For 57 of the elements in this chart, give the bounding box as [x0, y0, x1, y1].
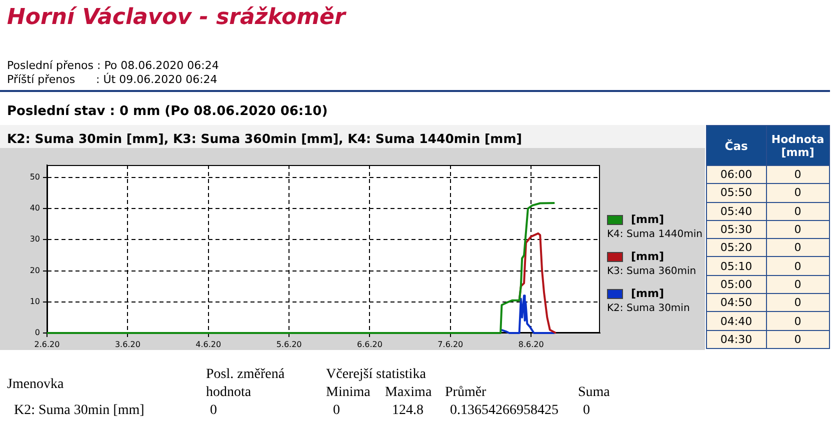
- text: 0: [766, 202, 830, 220]
- text: 0: [333, 403, 340, 419]
- text: 04:40: [706, 312, 766, 330]
- text: Suma: [578, 385, 610, 401]
- text: 0: [583, 403, 590, 419]
- text: K2: Suma 30min [mm]: [14, 403, 144, 419]
- text: Poslední stav : 0 mm (Po 08.06.2020 06:10): [7, 104, 328, 119]
- text: 0: [766, 184, 830, 202]
- x-tick-label: 7.6.20: [438, 340, 464, 349]
- x-tick-label: 5.6.20: [276, 340, 302, 349]
- chart-subtitle: K2: Suma 30min [mm], K3: Suma 360min [mm], K4: Suma 1440min [mm]: [7, 131, 522, 146]
- x-tick-label: 8.6.20: [518, 340, 544, 349]
- text: 0: [766, 238, 830, 257]
- y-tick-label: 30: [30, 234, 40, 244]
- x-tick-label: 6.6.20: [356, 340, 382, 349]
- text: 05:30: [706, 220, 766, 239]
- text: 0: [766, 166, 830, 184]
- text: Čas: [706, 126, 766, 166]
- text: 0: [210, 403, 217, 419]
- text: 05:20: [706, 238, 766, 257]
- text: Maxima: [385, 385, 432, 401]
- text: hodnota: [206, 385, 252, 401]
- text: Průměr: [445, 385, 486, 401]
- text: 0: [766, 220, 830, 239]
- text: 04:50: [706, 294, 766, 312]
- text: 0: [766, 294, 830, 312]
- text: 0: [766, 275, 830, 294]
- text: 124.8: [392, 403, 424, 419]
- x-tick-label: 2.6.20: [34, 340, 60, 349]
- legend-label: [mm] K2: Suma 30min: [607, 287, 691, 314]
- text: 05:40: [706, 202, 766, 220]
- legend-label: [mm] K3: Suma 360min: [607, 250, 698, 277]
- text: Jmenovka: [7, 377, 64, 393]
- text: 06:00: [706, 166, 766, 184]
- text: 05:10: [706, 256, 766, 276]
- text: 0: [766, 312, 830, 330]
- y-tick-label: 20: [30, 266, 40, 275]
- text: Posl. změřená: [206, 367, 285, 383]
- text: 0: [766, 330, 830, 348]
- text: 0: [766, 256, 830, 276]
- x-tick-label: 3.6.20: [114, 340, 140, 349]
- y-tick-label: 10: [30, 296, 40, 306]
- y-tick-label: 40: [30, 204, 40, 213]
- x-tick-label: 4.6.20: [196, 340, 222, 349]
- text: 05:00: [706, 275, 766, 294]
- text: Včerejší statistika: [326, 367, 426, 383]
- text: Hodnota [mm]: [766, 126, 830, 166]
- text: Poslední přenos : Po 08.06.2020 06:24: [7, 59, 219, 72]
- text: Minima: [326, 385, 370, 401]
- y-tick-label: 50: [30, 172, 40, 182]
- legend-label: [mm] K4: Suma 1440min: [607, 213, 704, 240]
- text: Příští přenos : Út 09.06.2020 06:24: [7, 73, 218, 86]
- y-tick-label: 0: [34, 328, 40, 338]
- chart-title: Horní Václavov - srážkoměr: [7, 5, 346, 30]
- text: 05:50: [706, 184, 766, 202]
- text: 0.13654266958425: [450, 403, 558, 419]
- text: 04:30: [706, 330, 766, 348]
